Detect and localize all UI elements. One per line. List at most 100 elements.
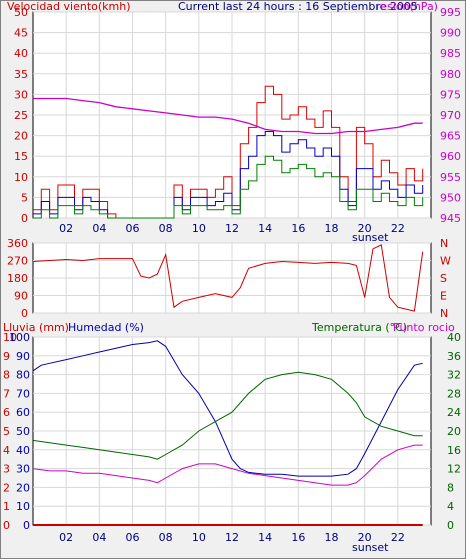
- wind-x-tick-7: 16: [291, 222, 305, 235]
- humidity-y-tick-10: 100: [9, 331, 30, 344]
- humidity-y-tick-1: 10: [16, 500, 30, 513]
- pressure-y-tick-0: 945: [440, 212, 461, 225]
- humidity-y-tick-4: 40: [16, 444, 30, 457]
- temp-series: [32, 340, 423, 526]
- humidity-title: Humedad (%): [68, 321, 144, 334]
- temp-x-tick-7: 16: [291, 531, 305, 544]
- direction-y-tick-2: 180: [7, 272, 28, 285]
- wind-title: Velocidad viento(kmh): [7, 0, 131, 13]
- temp-x-tick-10: 22: [391, 531, 405, 544]
- direction-line: [32, 244, 424, 312]
- wind-x-tick-1: 04: [92, 222, 106, 235]
- pressure-line: [33, 97, 423, 135]
- wind-y-tick-5: 25: [14, 109, 28, 122]
- humidity-y-tick-3: 30: [16, 463, 30, 476]
- wind-series: [33, 85, 424, 219]
- wind-y-tick-3: 15: [14, 150, 28, 163]
- humidity-y-tick-5: 50: [16, 425, 30, 438]
- direction-y-tick-0: 0: [21, 307, 28, 320]
- wind-y-tick-10: 50: [14, 6, 28, 19]
- temperature-y-tick-4: 16: [447, 444, 461, 457]
- rain-y-tick-4: 4: [3, 444, 10, 457]
- humidity-y-ticks: 0 10 20 30 40 50 60 70 80 90 100: [9, 331, 30, 532]
- temp-x-tick-9: 20: [358, 531, 372, 544]
- pressure-y-tick-1: 950: [440, 191, 461, 204]
- temp-x-ticks: 02 04 06 08 10 12 14 16 18 20 22: [59, 531, 405, 544]
- wind-y-tick-6: 30: [14, 88, 28, 101]
- wind-x-tick-3: 08: [159, 222, 173, 235]
- wind-y-tick-4: 20: [14, 130, 28, 143]
- pressure-y-tick-6: 975: [440, 88, 461, 101]
- pressure-y-tick-4: 965: [440, 130, 461, 143]
- rain-y-tick-2: 2: [3, 481, 10, 494]
- temperature-y-tick-2: 8: [447, 481, 454, 494]
- rain-y-tick-8: 8: [3, 369, 10, 382]
- wind-average-line: [33, 131, 424, 219]
- pressure-y-tick-9: 990: [440, 27, 461, 40]
- temperature-title: Temperatura (°C): [311, 321, 407, 334]
- compass-y-tick-1: W: [440, 255, 451, 268]
- direction-grid: [33, 242, 431, 314]
- rain-y-tick-3: 3: [3, 463, 10, 476]
- pressure-y-tick-5: 970: [440, 109, 461, 122]
- humidity-y-tick-8: 80: [16, 369, 30, 382]
- chart-title: Current last 24 hours : 16 Septiembre 20…: [178, 0, 418, 13]
- pressure-y-tick-10: 995: [440, 6, 461, 19]
- wind-x-tick-4: 10: [192, 222, 206, 235]
- wind-gust-line: [33, 85, 424, 219]
- pressure-y-tick-2: 955: [440, 171, 461, 184]
- temperature-y-tick-7: 28: [447, 387, 461, 400]
- humidity-y-tick-7: 70: [16, 387, 30, 400]
- wind-y-ticks: 0 5 10 15 20 25 30 35 40 45 50: [14, 6, 28, 225]
- wind-y-tick-2: 10: [14, 171, 28, 184]
- rain-y-tick-9: 9: [3, 350, 10, 363]
- temperature-y-tick-0: 0: [447, 519, 454, 532]
- pressure-y-ticks: 945 950 955 960 965 970 975 980 985 990 995: [440, 6, 461, 225]
- temp-x-tick-4: 10: [192, 531, 206, 544]
- wind-y-tick-7: 35: [14, 68, 28, 81]
- rain-y-tick-5: 5: [3, 425, 10, 438]
- rain-y-tick-10: 10: [3, 331, 17, 344]
- pressure-y-tick-8: 985: [440, 47, 461, 60]
- temp-grid: [33, 336, 431, 526]
- temp-x-tick-2: 06: [126, 531, 140, 544]
- sunset-label-top: sunset: [352, 231, 389, 244]
- temp-x-tick-8: 18: [325, 531, 339, 544]
- temp-x-tick-3: 08: [159, 531, 173, 544]
- wind-x-tick-10: 22: [391, 222, 405, 235]
- direction-y-tick-1: 90: [14, 290, 28, 303]
- temp-x-tick-5: 12: [225, 531, 239, 544]
- temperature-y-tick-6: 24: [447, 406, 461, 419]
- rain-title: Lluvia (mm): [3, 321, 69, 334]
- temperature-y-tick-9: 36: [447, 350, 461, 363]
- humidity-y-tick-0: 0: [23, 519, 30, 532]
- direction-y-ticks: 0 90 180 270 360: [7, 237, 28, 320]
- compass-y-tick-0: N: [440, 237, 448, 250]
- wind-x-ticks: 02 04 06 08 10 12 14 16 18 20 22: [59, 222, 405, 235]
- dewpoint-title: Punto rocio: [393, 321, 455, 334]
- wind-x-tick-8: 18: [325, 222, 339, 235]
- wind-x-tick-5: 12: [225, 222, 239, 235]
- wind-y-tick-1: 5: [21, 191, 28, 204]
- wind-y-tick-9: 45: [14, 27, 28, 40]
- rain-y-tick-6: 6: [3, 406, 10, 419]
- pressure-title: resion(hPa): [376, 0, 438, 13]
- direction-y-tick-4: 360: [7, 237, 28, 250]
- dewpoint-line: [32, 444, 423, 486]
- rain-y-tick-1: 1: [3, 500, 10, 513]
- temperature-y-tick-8: 32: [447, 369, 461, 382]
- temperature-y-tick-3: 12: [447, 463, 461, 476]
- temperature-y-ticks: 0 4 8 12 16 20 24 28 32 36 40: [447, 331, 461, 532]
- wind-minimum-line: [33, 155, 424, 219]
- rain-y-ticks: 0 1 2 3 4 5 6 7 8 9 10: [3, 331, 17, 532]
- temperature-y-tick-5: 20: [447, 425, 461, 438]
- rain-y-tick-7: 7: [3, 387, 10, 400]
- direction-y-tick-3: 270: [7, 255, 28, 268]
- humidity-y-tick-9: 90: [16, 350, 30, 363]
- humidity-line: [32, 340, 423, 477]
- wind-y-tick-8: 40: [14, 47, 28, 60]
- temp-x-tick-6: 14: [258, 531, 272, 544]
